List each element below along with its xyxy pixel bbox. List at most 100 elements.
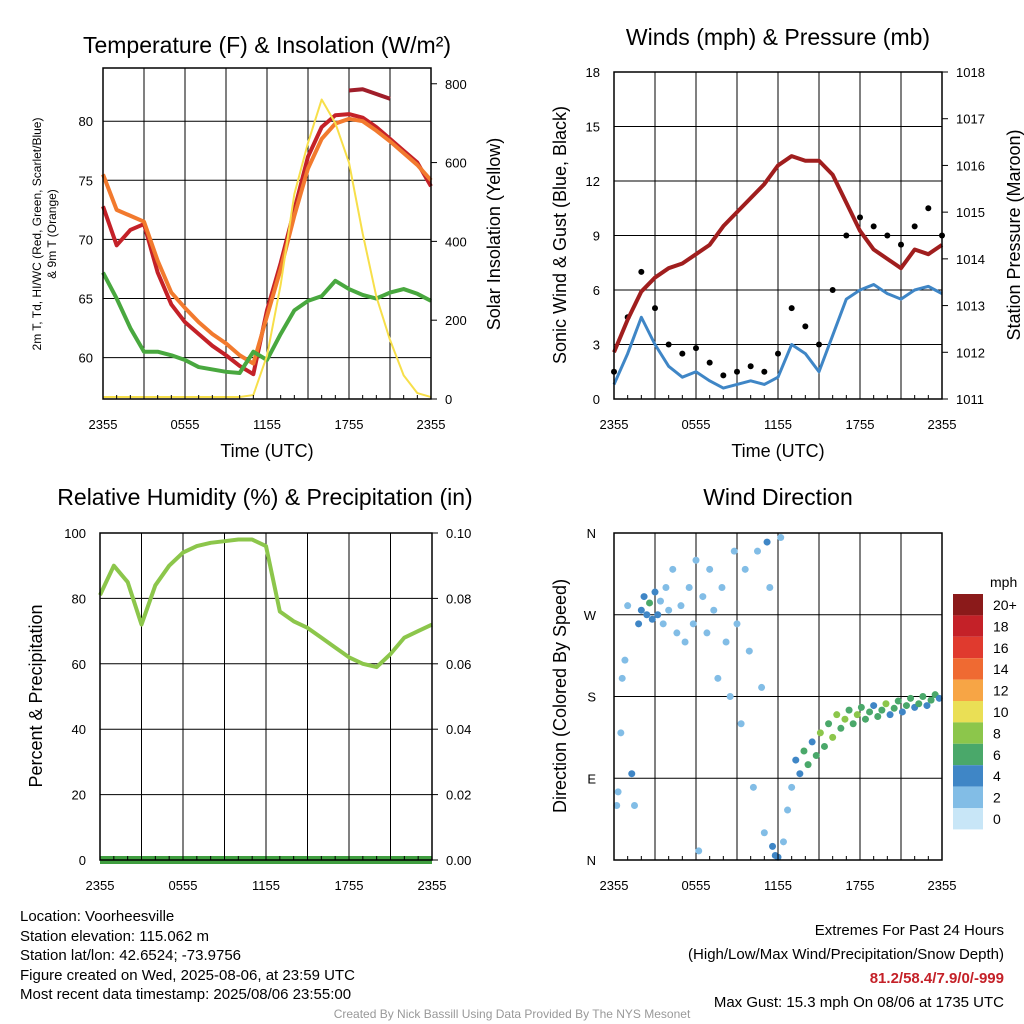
y-tick-label: 65 [79, 292, 93, 307]
y-tick-label: 0 [593, 392, 600, 407]
temp-x-label: Time (UTC) [220, 441, 313, 461]
direction-point [874, 712, 882, 720]
max-gust-text: Max Gust: 15.3 mph On 08/06 at 1735 UTC [713, 994, 1004, 1011]
legend-swatch [953, 808, 983, 830]
series-line-sonic-wind [612, 283, 943, 390]
x-tick-label: 1755 [846, 417, 875, 432]
direction-point [849, 720, 857, 728]
legend-swatch [953, 636, 983, 659]
direction-point [766, 584, 774, 591]
direction-point [741, 565, 749, 573]
direction-point [890, 704, 898, 712]
legend-label: 0 [993, 811, 1001, 827]
y-tick-label: 15 [586, 120, 600, 135]
y2-tick-label: 600 [445, 156, 467, 171]
station-info: Location: Voorheesville Station elevatio… [20, 907, 355, 1005]
legend-label: 2 [993, 790, 1001, 806]
direction-point [628, 770, 636, 778]
direction-point [796, 770, 804, 778]
direction-point [726, 693, 734, 700]
rh-title: Relative Humidity (%) & Precipitation (i… [57, 484, 472, 510]
gust-point [857, 214, 863, 221]
y2-tick-label: 400 [445, 234, 467, 249]
legend-swatch [953, 765, 983, 787]
y2-tick-label: 1015 [956, 205, 985, 220]
wind-pressure-panel: Winds (mph) & Pressure (mb) 2355 0555 1155… [550, 24, 1024, 461]
y2-tick-label: 0.06 [446, 657, 471, 672]
legend-label: 6 [993, 747, 1001, 763]
direction-point [820, 742, 828, 750]
y-tick-label: 3 [593, 338, 600, 353]
y-tick-label: 75 [79, 173, 93, 188]
created-text: Figure created on Wed, 2025-08-06, at 23… [20, 966, 355, 984]
recent-text: Most recent data timestamp: 2025/08/06 2… [20, 986, 352, 1003]
direction-point [710, 606, 718, 614]
y-tick-label: 0 [79, 853, 86, 868]
dir-left-label: Direction (Colored By Speed) [550, 579, 570, 813]
direction-point [788, 783, 796, 791]
direction-point [618, 674, 626, 682]
direction-point [927, 696, 935, 704]
gust-point [706, 359, 713, 366]
direction-point [760, 829, 768, 837]
direction-point [915, 700, 923, 708]
temp-right-label: Solar Insolation (Yellow) [484, 138, 504, 330]
y2-tick-label: 1011 [956, 392, 984, 407]
x-tick-label: 1755 [335, 878, 364, 893]
gust-point [652, 305, 658, 312]
latlon-text: Station lat/lon: 42.6524; -73.9756 [20, 947, 242, 964]
x-tick-label: 0555 [682, 878, 711, 893]
direction-point [613, 802, 621, 809]
wind-right-label: Station Pressure (Maroon) [1004, 129, 1024, 340]
x-tick-label: 0555 [171, 417, 200, 432]
direction-point [808, 738, 816, 746]
legend-unit: mph [990, 574, 1017, 590]
y2-tick-label: 0.00 [446, 853, 471, 868]
legend-swatch [953, 679, 983, 701]
x-tick-label: 0555 [169, 878, 198, 893]
legend-swatch [953, 786, 983, 808]
direction-point [923, 702, 931, 710]
direction-point [763, 538, 771, 546]
legend-swatch [953, 615, 983, 637]
gust-point [911, 223, 918, 230]
direction-point [659, 620, 667, 628]
direction-point [730, 547, 738, 555]
direction-point [935, 694, 943, 702]
extremes-title: Extremes For Past 24 Hours [814, 922, 1004, 939]
direction-point [779, 838, 787, 846]
x-tick-label: 1155 [764, 878, 792, 893]
y-tick-label: 40 [72, 722, 86, 737]
legend-label: 10 [993, 704, 1009, 720]
y2-tick-label: 1016 [956, 158, 985, 173]
gust-point [720, 372, 727, 379]
y-tick-label: W [584, 608, 597, 623]
x-tick-label: 1155 [253, 417, 281, 432]
direction-point [643, 611, 651, 619]
direction-point [841, 715, 849, 723]
direction-point [624, 602, 632, 610]
gust-point [638, 268, 645, 275]
direction-point [654, 611, 662, 619]
y-tick-label: 80 [79, 114, 93, 129]
direction-point [845, 706, 853, 714]
y2-tick-label: 1012 [956, 345, 985, 360]
y-tick-label: N [587, 853, 596, 868]
extremes-values: 81.2/58.4/7.9/0/-999 [869, 970, 1004, 987]
gust-point [802, 323, 809, 330]
direction-point [669, 565, 677, 573]
x-tick-label: 1755 [846, 878, 875, 893]
direction-point [870, 702, 878, 710]
gust-point [870, 223, 877, 230]
y-tick-label: 18 [586, 65, 600, 80]
temp-title: Temperature (F) & Insolation (W/m²) [83, 32, 451, 58]
legend-label: 8 [993, 725, 1001, 741]
direction-point [749, 783, 757, 791]
direction-point [677, 602, 685, 610]
direction-point [722, 638, 730, 646]
direction-point [829, 733, 837, 741]
gust-point [775, 350, 781, 357]
direction-point [614, 788, 622, 796]
direction-point [695, 847, 703, 855]
